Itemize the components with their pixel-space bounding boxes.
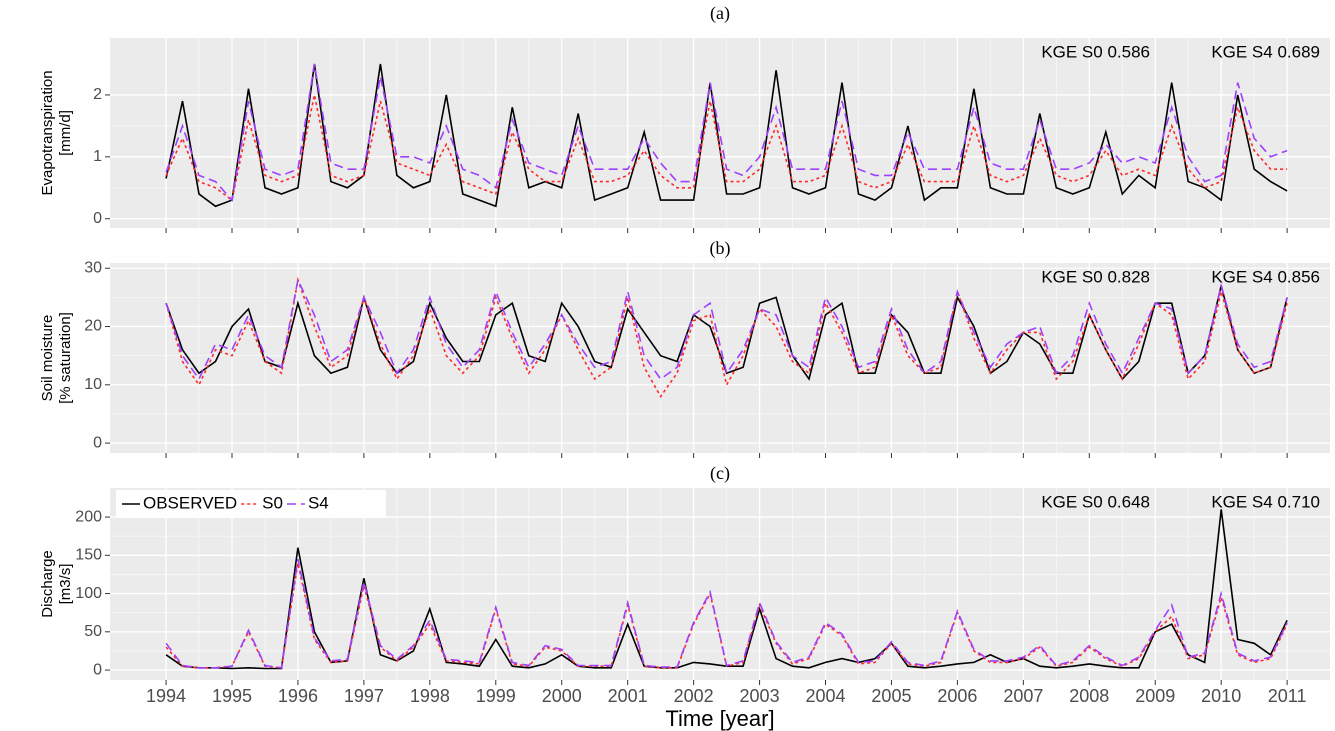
legend-box [116, 490, 386, 518]
y-tick-label: 2 [93, 86, 102, 103]
y-tick-label: 50 [84, 623, 102, 640]
x-tick-label: 2003 [740, 686, 780, 706]
x-tick-label: 1995 [212, 686, 252, 706]
x-axis-label: Time [year] [665, 706, 774, 731]
x-tick-label: 1999 [476, 686, 516, 706]
x-tick-label: 2011 [1268, 686, 1307, 706]
x-tick-label: 2005 [871, 686, 911, 706]
y-axis-label: [mm/d] [57, 110, 74, 156]
y-axis-label: Evapotranspiration [39, 70, 56, 195]
x-tick-label: 2001 [608, 686, 648, 706]
x-tick-label: 2007 [1003, 686, 1043, 706]
x-tick-label: 2002 [674, 686, 714, 706]
x-tick-label: 1994 [146, 686, 186, 706]
y-tick-label: 200 [75, 508, 102, 525]
y-tick-label: 10 [84, 376, 102, 393]
y-axis-label: Soil moisture [39, 315, 56, 402]
panel-title: (c) [710, 463, 730, 484]
series-line [165, 277, 1288, 381]
annotation: KGE S0 0.648 [1041, 492, 1150, 511]
y-tick-label: 20 [84, 318, 102, 335]
panel-title: (b) [710, 238, 731, 259]
annotation: KGE S0 0.586 [1041, 42, 1150, 61]
legend-label: OBSERVED [143, 493, 237, 512]
x-tick-label: 1998 [410, 686, 450, 706]
legend-label: S4 [308, 493, 329, 512]
series-line [165, 276, 1288, 398]
x-tick-label: 1997 [344, 686, 384, 706]
x-tick-label: 2010 [1201, 686, 1241, 706]
x-tick-label: 2004 [805, 686, 845, 706]
x-tick-label: 2000 [542, 686, 582, 706]
x-tick-label: 2009 [1135, 686, 1175, 706]
annotation: KGE S4 0.710 [1211, 492, 1320, 511]
y-tick-label: 30 [84, 259, 102, 276]
plot-background [110, 488, 1330, 680]
y-axis-label: [m3/s] [57, 564, 74, 605]
legend-label: S0 [262, 493, 283, 512]
y-tick-label: 0 [93, 661, 102, 678]
y-axis-label: Discharge [39, 550, 56, 618]
series-line [165, 285, 1288, 381]
annotation: KGE S0 0.828 [1041, 267, 1150, 286]
y-tick-label: 0 [93, 434, 102, 451]
x-tick-label: 1996 [278, 686, 318, 706]
y-tick-label: 100 [75, 585, 102, 602]
x-tick-label: 2008 [1069, 686, 1109, 706]
y-axis-label: [% saturation] [57, 312, 74, 404]
annotation: KGE S4 0.856 [1211, 267, 1320, 286]
series-line [165, 558, 1288, 669]
y-tick-label: 0 [93, 210, 102, 227]
annotation: KGE S4 0.689 [1211, 42, 1320, 61]
y-tick-label: 150 [75, 547, 102, 564]
panel-title: (a) [710, 3, 730, 24]
x-tick-label: 2006 [937, 686, 977, 706]
y-tick-label: 1 [93, 148, 102, 165]
series-line [165, 63, 1288, 202]
plot-background [110, 38, 1330, 228]
series-line [165, 94, 1288, 202]
